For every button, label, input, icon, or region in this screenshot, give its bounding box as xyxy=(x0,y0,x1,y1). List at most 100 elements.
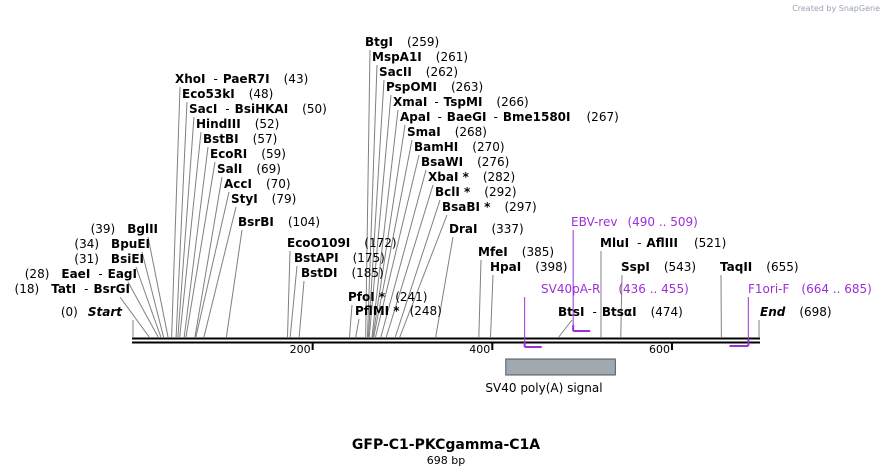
map-length: 698 bp xyxy=(427,454,465,467)
site-label[interactable]: (28) EaeI - EagI xyxy=(25,267,137,281)
cut-position: (43) xyxy=(284,72,309,86)
enzyme-name: SmaI xyxy=(407,125,441,139)
enzyme-name: XmaI xyxy=(393,95,427,109)
tick-label: 400 xyxy=(469,343,490,356)
site-label[interactable]: DraI (337) xyxy=(449,222,524,236)
site-label[interactable]: MspA1I (261) xyxy=(372,50,468,64)
site-label[interactable]: (39) BglII xyxy=(91,222,158,236)
site-label[interactable]: (31) BsiEI xyxy=(74,252,144,266)
enzyme-name: SacI xyxy=(189,102,217,116)
cut-position: (282) xyxy=(483,170,515,184)
cut-site-line xyxy=(355,318,360,338)
site-label[interactable]: AccI (70) xyxy=(224,177,291,191)
cut-position: (297) xyxy=(504,200,536,214)
cut-position: (267) xyxy=(587,110,619,124)
site-label[interactable]: TaqII (655) xyxy=(720,260,799,274)
cut-site-line xyxy=(558,319,573,338)
primer-name: EBV-rev xyxy=(571,215,617,229)
site-label[interactable]: SacI - BsiHKAI (50) xyxy=(189,102,327,116)
primer-label-f1ori-f[interactable]: F1ori-F (664 .. 685) xyxy=(748,282,872,296)
enzyme-name: MluI xyxy=(600,236,629,250)
cut-position: (39) xyxy=(91,222,116,236)
site-label[interactable]: SspI (543) xyxy=(621,260,696,274)
cut-site-line xyxy=(365,49,371,338)
cut-site-line xyxy=(141,251,165,338)
cut-position: (398) xyxy=(535,260,567,274)
enzyme-name: BtgI xyxy=(365,35,393,49)
feature-label[interactable]: SV40 poly(A) signal xyxy=(485,381,602,395)
cut-position: (31) xyxy=(74,252,99,266)
site-label[interactable]: PfoI * (241) xyxy=(348,290,427,304)
cut-position: (185) xyxy=(351,266,383,280)
site-label[interactable]: PflMI * (248) xyxy=(355,304,442,318)
cut-site-line xyxy=(368,94,392,338)
site-label[interactable]: BstBI (57) xyxy=(203,132,277,146)
site-label[interactable]: BsrBI (104) xyxy=(238,215,320,229)
site-label[interactable]: MluI - AflIII (521) xyxy=(600,236,726,250)
site-label[interactable]: BtgI (259) xyxy=(365,35,439,49)
enzyme-name: EaeI xyxy=(61,267,90,281)
cut-site-line xyxy=(348,304,353,338)
cut-position: (18) xyxy=(15,282,40,296)
cut-position: (79) xyxy=(272,192,297,206)
snapgene-watermark: Created by SnapGene xyxy=(792,4,880,13)
enzyme-name: PfoI * xyxy=(348,290,386,304)
enzyme-name: EcoRI xyxy=(210,147,247,161)
feature-box xyxy=(505,358,616,376)
enzyme-name: EagI xyxy=(108,267,137,281)
site-label[interactable]: (18) TatI - BsrGI xyxy=(15,282,130,296)
primer-label-ebv-rev[interactable]: EBV-rev (490 .. 509) xyxy=(571,215,698,229)
cut-position: (385) xyxy=(522,245,554,259)
cut-site-line xyxy=(399,214,448,338)
enzyme-name: MspA1I xyxy=(372,50,422,64)
site-label[interactable]: (34) BpuEI xyxy=(74,237,150,251)
site-label[interactable]: HindIII (52) xyxy=(196,117,279,131)
site-label[interactable]: BclI * (292) xyxy=(435,185,517,199)
site-label[interactable]: SmaI (268) xyxy=(407,125,487,139)
cut-site-line xyxy=(620,274,623,338)
site-label[interactable]: EcoRI (59) xyxy=(210,147,286,161)
cut-site-line xyxy=(367,79,385,338)
end-name: End xyxy=(760,305,786,319)
site-label[interactable]: BstAPI (175) xyxy=(294,251,385,265)
primer-label-sv40pa-r[interactable]: SV40pA-R (436 .. 455) xyxy=(541,282,689,296)
primer-range: (490 .. 509) xyxy=(627,215,697,229)
site-label[interactable]: PspOMI (263) xyxy=(386,80,483,94)
cut-site-line xyxy=(385,184,434,338)
enzyme-name: PflMI * xyxy=(355,304,400,318)
cut-site-line xyxy=(289,265,298,338)
cut-position: (57) xyxy=(253,132,278,146)
site-label[interactable]: StyI (79) xyxy=(231,192,296,206)
enzyme-name: BamHI xyxy=(414,140,458,154)
cut-position: (50) xyxy=(302,102,327,116)
site-label[interactable]: BstDI (185) xyxy=(301,266,384,280)
site-label[interactable]: MfeI (385) xyxy=(478,245,554,259)
site-label[interactable]: XhoI - PaeR7I (43) xyxy=(175,72,308,86)
primer-range: (436 .. 455) xyxy=(618,282,688,296)
site-label[interactable]: EcoO109I (172) xyxy=(287,236,397,250)
enzyme-name: HindIII xyxy=(196,117,241,131)
site-label[interactable]: SacII (262) xyxy=(379,65,458,79)
site-label[interactable]: HpaI (398) xyxy=(490,260,567,274)
cut-position: (474) xyxy=(651,305,683,319)
site-label[interactable]: ApaI - BaeGI - Bme1580I (267) xyxy=(400,110,619,124)
cut-site-line xyxy=(183,146,209,338)
enzyme-name: BstAPI xyxy=(294,251,339,265)
site-label[interactable]: BtsI - BtsαI (474) xyxy=(558,305,683,319)
site-label[interactable]: XbaI * (282) xyxy=(428,170,515,184)
site-label[interactable]: BsaBI * (297) xyxy=(442,200,537,214)
watermark-text: Created by SnapGene xyxy=(792,4,880,13)
enzyme-name: BtsαI xyxy=(602,305,637,319)
cut-position: (268) xyxy=(455,125,487,139)
site-label[interactable]: BamHI (270) xyxy=(414,140,505,154)
site-label[interactable]: BsaWI (276) xyxy=(421,155,509,169)
cut-position: (337) xyxy=(491,222,523,236)
site-label[interactable]: Eco53kI (48) xyxy=(182,87,273,101)
cut-position: (259) xyxy=(407,35,439,49)
cut-position: (263) xyxy=(451,80,483,94)
enzyme-name: AccI xyxy=(224,177,252,191)
site-label[interactable]: XmaI - TspMI (266) xyxy=(393,95,529,109)
cut-position: (262) xyxy=(426,65,458,79)
site-label[interactable]: SalI (69) xyxy=(217,162,281,176)
start-label: (0) Start xyxy=(61,305,123,319)
